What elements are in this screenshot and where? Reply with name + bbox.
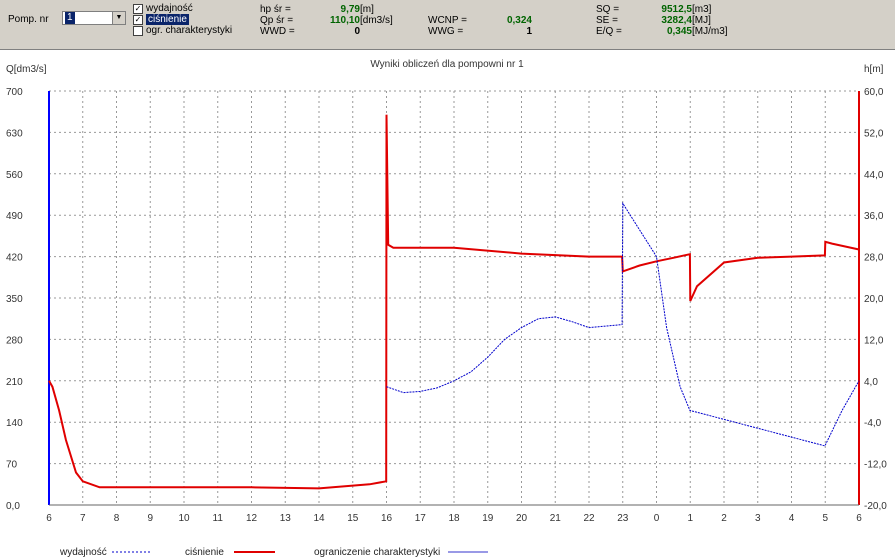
y-left-tick-label: 280: [6, 335, 23, 346]
x-tick-label: 17: [415, 513, 427, 524]
x-tick-label: 11: [213, 513, 224, 524]
x-tick-label: 7: [80, 513, 86, 524]
x-tick-label: 23: [617, 513, 629, 524]
legend-ograniczenie: ograniczenie charakterystyki: [314, 547, 440, 557]
series-cisnienie-line: [48, 114, 860, 490]
y-right-tick-label: -4,0: [864, 418, 882, 429]
x-tick-label: 6: [46, 513, 52, 524]
y-left-tick-label: 210: [6, 377, 23, 388]
se-row: SE = 3282,4[MJ]: [596, 15, 711, 26]
y-left-tick-label: 700: [6, 87, 23, 98]
pump-select[interactable]: 1 ▼: [62, 11, 126, 25]
pump-label: Pomp. nr: [8, 14, 49, 25]
y-right-tick-label: -20,0: [864, 501, 887, 512]
sq-row: SQ = 9512,5[m3]: [596, 4, 712, 15]
x-tick-label: 18: [448, 513, 460, 524]
pump-chart: Wyniki obliczeń dla pompowni nr 1 Q[dm3/…: [6, 59, 887, 557]
toolbar: Pomp. nr 1 ▼ ✓ wydajność ✓ ciśnienie ogr. …: [0, 0, 895, 50]
checkbox-ogr[interactable]: ogr. charakterystyki: [133, 26, 243, 36]
pump-select-value: 1: [65, 12, 75, 24]
x-tick-label: 5: [822, 513, 828, 524]
y-left-tick-label: 490: [6, 211, 23, 222]
legend: wydajność ciśnienie ograniczenie charakt…: [59, 547, 488, 557]
x-tick-label: 14: [313, 513, 325, 524]
x-tick-label: 21: [550, 513, 562, 524]
y-right-tick-label: 20,0: [864, 294, 884, 305]
checkbox-cisnienie[interactable]: ✓ ciśnienie: [133, 14, 189, 25]
y-right-label: h[m]: [864, 64, 884, 75]
series: [48, 114, 860, 490]
x-tick-label: 20: [516, 513, 528, 524]
x-tick-label: 10: [178, 513, 190, 524]
y-left-tick-label: 350: [6, 294, 23, 305]
y-left-tick-label: 630: [6, 128, 23, 139]
chart-title: Wyniki obliczeń dla pompowni nr 1: [370, 59, 524, 70]
x-tick-label: 0: [654, 513, 660, 524]
qp-row: Qp śr = 110,10[dm3/s]: [260, 15, 393, 26]
x-tick-label: 8: [114, 513, 120, 524]
y-left-tick-label: 420: [6, 253, 23, 264]
hp-row: hp śr = 9,79[m]: [260, 4, 374, 15]
x-tick-label: 15: [347, 513, 359, 524]
grid: [48, 90, 860, 506]
eq-row: E/Q = 0,345[MJ/m3]: [596, 26, 728, 37]
x-tick-label: 1: [687, 513, 693, 524]
x-tick-label: 9: [147, 513, 153, 524]
x-tick-label: 19: [482, 513, 494, 524]
y-right-tick-label: 44,0: [864, 170, 884, 181]
y-left-tick-label: 560: [6, 170, 23, 181]
ticks: 6 7 8 9 10 11 12 13 14 15 16 17 18 19 20 21 22 23 0 1 2 3 4 5 60…: [6, 87, 887, 524]
y-right-tick-label: 52,0: [864, 128, 884, 139]
y-right-tick-label: 4,0: [864, 377, 878, 388]
x-tick-label: 2: [721, 513, 727, 524]
legend-cisnienie: ciśnienie: [185, 547, 224, 557]
check-icon: ✓: [133, 15, 143, 25]
unchecked-icon: [133, 26, 143, 36]
wcnp-row: WCNP = 0,324: [428, 15, 532, 26]
checkbox-wydajnosc[interactable]: ✓ wydajność: [133, 3, 193, 14]
y-right-tick-label: 60,0: [864, 87, 884, 98]
x-tick-label: 12: [246, 513, 258, 524]
x-tick-label: 6: [856, 513, 862, 524]
legend-wydajnosc: wydajność: [59, 547, 107, 557]
y-left-label: Q[dm3/s]: [6, 64, 47, 75]
y-left-tick-label: 0,0: [6, 501, 20, 512]
x-tick-label: 16: [381, 513, 393, 524]
chevron-down-icon[interactable]: ▼: [112, 12, 125, 24]
y-right-tick-label: 12,0: [864, 335, 884, 346]
x-tick-label: 4: [789, 513, 795, 524]
series-wydajnosc-line: [386, 201, 860, 447]
wwd-row: WWD = 0: [260, 26, 360, 37]
y-right-tick-label: 28,0: [864, 253, 884, 264]
x-tick-label: 3: [755, 513, 761, 524]
y-left-tick-label: 140: [6, 418, 23, 429]
y-right-tick-label: -12,0: [864, 460, 887, 471]
y-right-tick-label: 36,0: [864, 211, 884, 222]
check-icon: ✓: [133, 4, 143, 14]
y-left-tick-label: 70: [6, 460, 18, 471]
x-tick-label: 13: [280, 513, 292, 524]
wwg-row: WWG = 1: [428, 26, 532, 37]
x-tick-label: 22: [583, 513, 595, 524]
